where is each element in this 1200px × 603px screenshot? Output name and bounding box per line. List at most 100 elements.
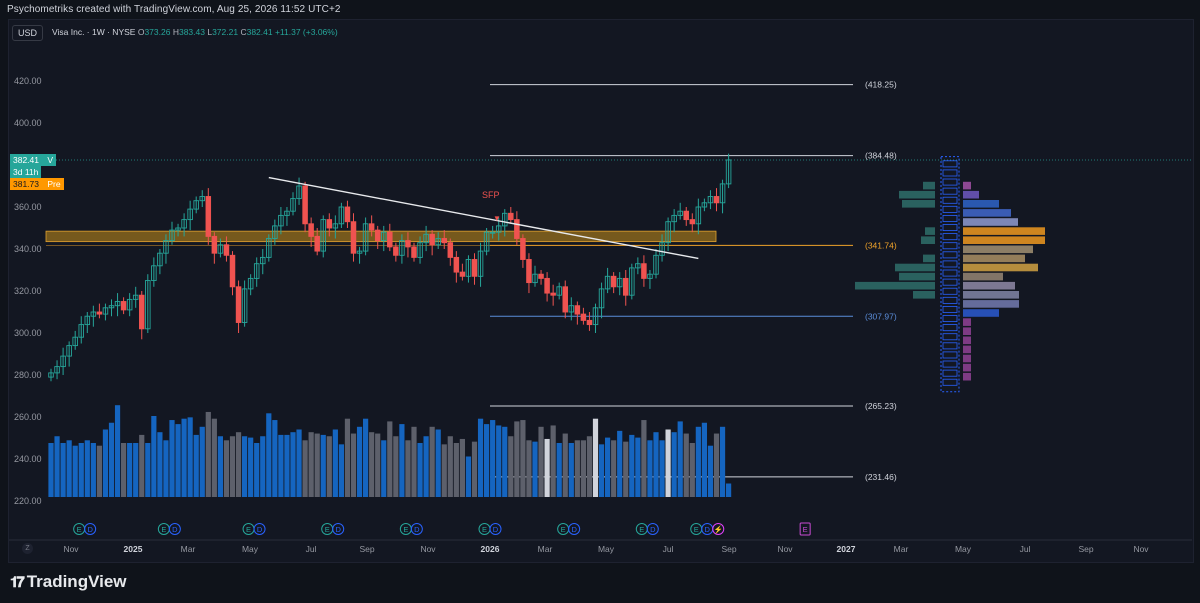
last-price-flag: V bbox=[47, 155, 54, 165]
candle-body bbox=[272, 225, 278, 239]
profile-cell bbox=[942, 214, 958, 222]
candle-body bbox=[332, 223, 339, 229]
candle-body bbox=[235, 286, 242, 323]
candle-body bbox=[169, 229, 175, 242]
candle-body bbox=[60, 355, 66, 368]
volume-bar bbox=[350, 433, 357, 497]
level-label: (384.48) bbox=[865, 151, 897, 161]
candle-body bbox=[665, 221, 671, 244]
candle-body bbox=[350, 221, 357, 254]
volume-bar bbox=[435, 429, 441, 497]
zoom-reset-icon[interactable]: Z bbox=[22, 543, 33, 554]
volume-bar bbox=[242, 436, 248, 497]
volume-profile-bar bbox=[963, 263, 1038, 272]
candle-body bbox=[90, 311, 97, 317]
candle-body bbox=[181, 219, 187, 229]
profile-cell bbox=[942, 287, 958, 295]
volume-bar bbox=[490, 420, 496, 497]
currency-selector[interactable]: USD bbox=[12, 25, 44, 41]
candle-body bbox=[241, 288, 248, 323]
profile-cell bbox=[942, 251, 958, 259]
event-marker-label: E bbox=[639, 525, 644, 534]
x-axis-tick-label: Mar bbox=[538, 544, 553, 554]
candle-body bbox=[465, 259, 472, 277]
volume-bar bbox=[308, 432, 314, 497]
candle-body bbox=[96, 311, 103, 315]
profile-value-area bbox=[940, 156, 960, 393]
dividend-marker bbox=[253, 523, 266, 535]
x-axis-tick-label: 2027 bbox=[837, 544, 856, 554]
volume-bar bbox=[193, 434, 199, 497]
volume-bar bbox=[568, 443, 574, 497]
volume-bar bbox=[659, 440, 665, 497]
candle-body bbox=[108, 305, 115, 309]
volume-bar bbox=[84, 440, 90, 497]
sfp-label: SFP bbox=[482, 190, 500, 200]
x-axis-tick-label: 2025 bbox=[124, 544, 143, 554]
y-axis-tick-label: 400.00 bbox=[14, 118, 42, 128]
split-marker bbox=[712, 523, 725, 535]
candle-body bbox=[175, 227, 181, 231]
volume-bar bbox=[502, 426, 508, 497]
candle-body bbox=[477, 250, 484, 277]
candle-body bbox=[217, 244, 224, 254]
volume-bar bbox=[647, 440, 653, 497]
tradingview-logo[interactable]: 𝟏𝟕 TradingView bbox=[10, 572, 127, 592]
candle-body bbox=[72, 336, 78, 347]
candle-body bbox=[677, 210, 683, 216]
candle-body bbox=[126, 298, 133, 311]
volume-bar bbox=[605, 437, 611, 497]
candle-body bbox=[84, 315, 91, 326]
x-axis-tick-label: Mar bbox=[894, 544, 909, 554]
volume-bar bbox=[48, 443, 54, 497]
volume-profile-bar bbox=[963, 345, 971, 354]
volume-profile-bar bbox=[963, 209, 1011, 217]
volume-profile-bar bbox=[963, 200, 999, 208]
candle-body bbox=[163, 240, 169, 254]
symbol-legend[interactable]: Visa Inc. · 1W · NYSE O373.26 H383.43 L3… bbox=[52, 27, 338, 37]
profile-cell bbox=[942, 260, 958, 268]
event-marker-label: E bbox=[246, 525, 251, 534]
volume-profile-bar bbox=[855, 281, 935, 290]
volume-profile-bar bbox=[963, 245, 1033, 254]
x-axis-tick-label: Jul bbox=[663, 544, 674, 554]
low-value: 372.21 bbox=[212, 27, 239, 37]
volume-bar bbox=[187, 417, 193, 497]
volume-profile-bar bbox=[923, 254, 935, 263]
candle-body bbox=[574, 305, 581, 315]
profile-cell bbox=[942, 169, 958, 177]
volume-bar bbox=[181, 418, 187, 497]
volume-bar bbox=[538, 426, 544, 497]
volume-bar bbox=[707, 445, 714, 497]
close-label: C bbox=[240, 27, 247, 37]
candle-body bbox=[411, 246, 417, 258]
profile-cell bbox=[942, 205, 958, 213]
y-axis-tick-label: 280.00 bbox=[14, 370, 42, 380]
volume-bar bbox=[477, 418, 484, 497]
volume-bar bbox=[163, 440, 169, 497]
candle-body bbox=[253, 263, 260, 279]
candle-body bbox=[526, 259, 532, 284]
volume-bar bbox=[314, 433, 320, 497]
candle-body bbox=[368, 223, 375, 231]
volume-bar bbox=[223, 440, 230, 497]
candle-body bbox=[647, 273, 653, 279]
event-marker-label: E bbox=[325, 525, 330, 534]
event-marker-label: D bbox=[493, 525, 499, 534]
volume-profile-bar bbox=[963, 327, 971, 335]
volume-bar bbox=[635, 437, 641, 497]
volume-bar bbox=[302, 440, 308, 497]
volume-bar bbox=[617, 430, 623, 497]
x-axis-tick-label: May bbox=[955, 544, 972, 554]
profile-cell bbox=[942, 351, 958, 359]
brand-name: TradingView bbox=[26, 572, 127, 591]
event-marker-label: D bbox=[650, 525, 656, 534]
profile-cell bbox=[942, 187, 958, 195]
sfp-arrow-icon: ▼ bbox=[493, 214, 501, 223]
volume-bar bbox=[508, 436, 514, 497]
candle-body bbox=[508, 212, 514, 221]
volume-bar bbox=[484, 424, 490, 497]
volume-bar bbox=[562, 433, 568, 497]
volume-profile-bar bbox=[963, 354, 971, 363]
